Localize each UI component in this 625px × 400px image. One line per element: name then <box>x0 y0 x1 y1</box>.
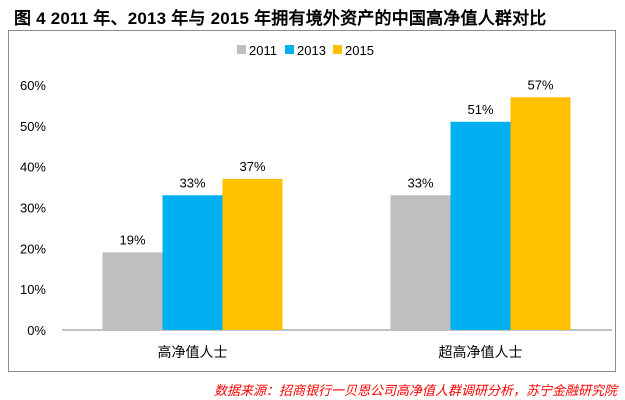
y-tick-label: 30% <box>20 201 46 216</box>
legend-label-2011: 2011 <box>249 43 277 58</box>
x-category-label: 超高净值人士 <box>439 344 523 360</box>
data-label: 37% <box>239 159 265 174</box>
bar-2011-1 <box>102 252 163 330</box>
bar-2015-2 <box>510 97 571 330</box>
y-tick-label: 60% <box>20 78 46 93</box>
bar-2015-1 <box>222 178 283 330</box>
legend-label-2015: 2015 <box>345 43 374 58</box>
y-tick-label: 10% <box>20 282 46 297</box>
data-label: 33% <box>179 175 205 190</box>
legend-swatch-2015 <box>333 45 342 54</box>
y-tick-label: 20% <box>20 241 46 256</box>
data-label: 19% <box>119 232 145 247</box>
legend-label-2013: 2013 <box>297 43 326 58</box>
chart-frame <box>8 30 616 372</box>
y-tick-label: 40% <box>20 160 46 175</box>
bar-2011-2 <box>390 195 451 330</box>
x-category-label: 高净值人士 <box>158 344 228 360</box>
chart-title: 图 4 2011 年、2013 年与 2015 年拥有境外资产的中国高净值人群对… <box>14 9 547 28</box>
bar-2013-1 <box>162 195 223 330</box>
bar-2013-2 <box>450 121 511 330</box>
source-note: 数据来源：招商银行一贝恩公司高净值人群调研分析，苏宁金融研究院 <box>213 383 617 398</box>
y-tick-label: 50% <box>20 119 46 134</box>
legend-swatch-2013 <box>285 45 294 54</box>
legend-swatch-2011 <box>237 45 246 54</box>
data-label: 51% <box>467 102 493 117</box>
y-tick-label: 0% <box>27 323 46 338</box>
data-label: 33% <box>407 175 433 190</box>
data-label: 57% <box>527 77 553 92</box>
